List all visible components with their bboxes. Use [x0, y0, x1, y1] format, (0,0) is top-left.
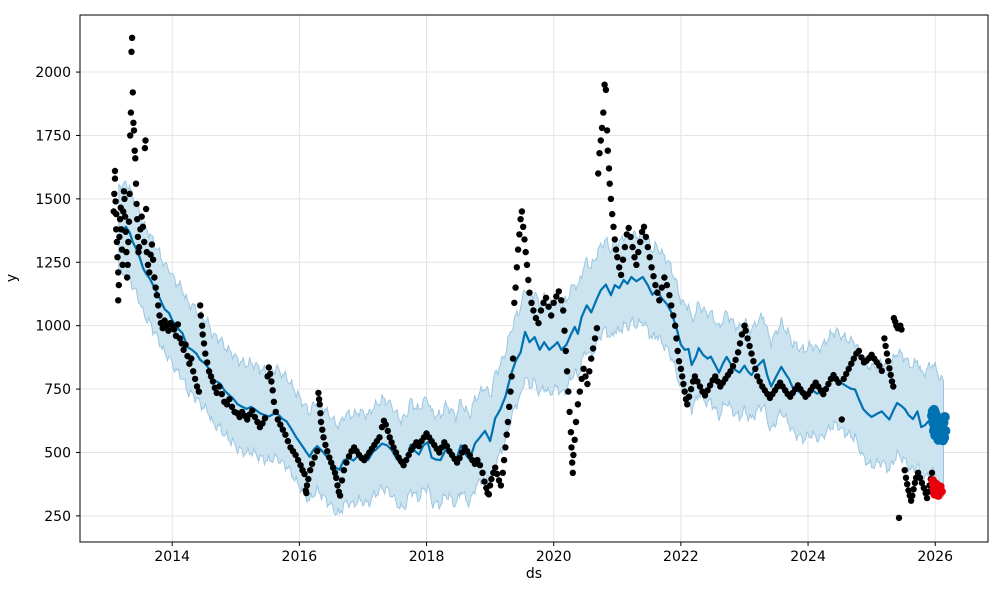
- y-tick-label: 500: [44, 445, 71, 461]
- y-tick-label: 1500: [35, 192, 71, 208]
- x-tick-label: 2026: [917, 549, 953, 565]
- x-tick-label: 2016: [282, 549, 318, 565]
- x-tick-label: 2014: [154, 549, 190, 565]
- x-axis-label: ds: [525, 566, 543, 582]
- x-axis-ticks: 2014 2016 2018 2020 2022 2024 2026: [154, 542, 953, 565]
- x-tick-label: 2020: [536, 549, 572, 565]
- x-tick-label: 2018: [409, 549, 445, 565]
- axes: [79, 14, 989, 543]
- y-tick-label: 750: [44, 382, 71, 398]
- y-tick-label: 2000: [35, 65, 71, 81]
- y-axis-ticks: 250 500 750 1000 1250 1500 1750 2000: [35, 65, 80, 525]
- actual-points: [110, 34, 936, 522]
- x-tick-label: 2024: [790, 549, 826, 565]
- y-tick-label: 1750: [35, 128, 71, 144]
- y-tick-label: 1250: [35, 255, 71, 271]
- forecast-endpoint-cluster: [927, 404, 951, 446]
- future-actual-points-red: [928, 476, 946, 500]
- x-tick-label: 2022: [663, 549, 699, 565]
- gridlines: [80, 15, 988, 542]
- y-tick-label: 250: [44, 509, 71, 525]
- y-tick-label: 1000: [35, 319, 71, 335]
- y-axis-label: y: [4, 273, 21, 283]
- uncertainty-band: [118, 180, 944, 516]
